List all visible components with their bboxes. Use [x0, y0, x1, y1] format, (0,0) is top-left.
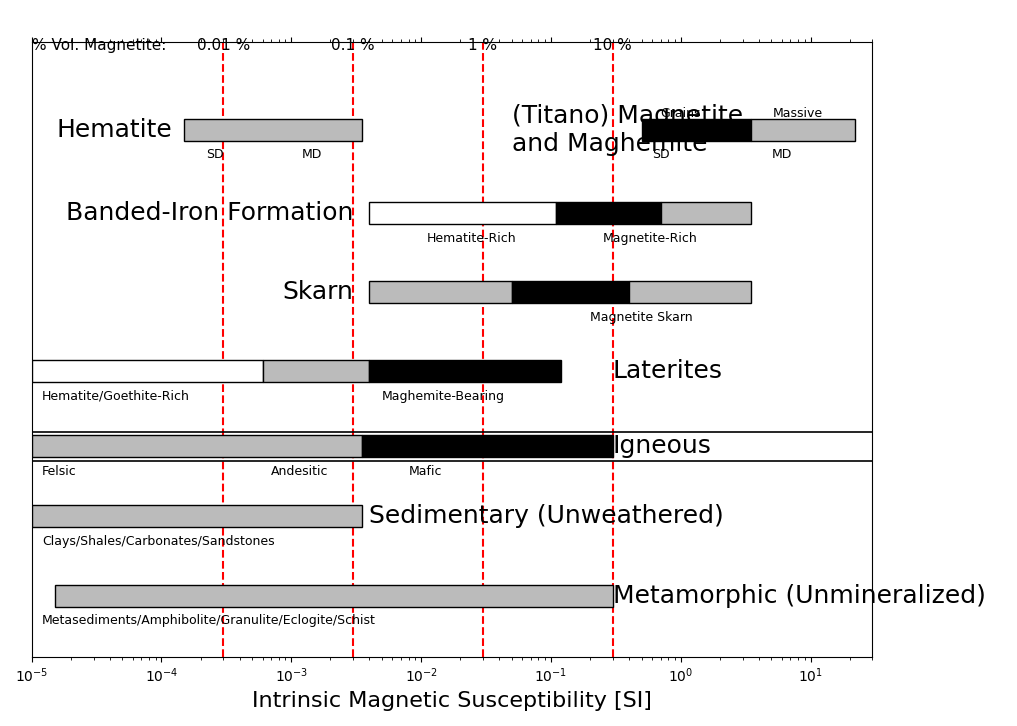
- Text: 0.1 %: 0.1 %: [332, 38, 375, 53]
- Text: 0.01 %: 0.01 %: [197, 38, 250, 53]
- Text: Felsic: Felsic: [42, 465, 76, 478]
- Text: Magnetite Skarn: Magnetite Skarn: [590, 311, 693, 324]
- Bar: [362, 435, 613, 457]
- Text: Maghemite-Bearing: Maghemite-Bearing: [382, 390, 505, 403]
- Text: Metasediments/Amphibolite/Granulite/Eclogite/Schist: Metasediments/Amphibolite/Granulite/Eclo…: [42, 614, 376, 627]
- Text: SD: SD: [652, 148, 669, 161]
- Bar: [556, 203, 661, 224]
- Text: % Vol. Magnetite:: % Vol. Magnetite:: [32, 38, 166, 53]
- Text: Andesitic: Andesitic: [272, 465, 328, 478]
- Text: Sedimentary (Unweathered): Sedimentary (Unweathered): [369, 505, 724, 529]
- Text: Hematite-Rich: Hematite-Rich: [426, 232, 516, 245]
- Bar: [752, 119, 855, 141]
- Text: Hematite/Goethite-Rich: Hematite/Goethite-Rich: [42, 390, 190, 403]
- Text: Magnetite-Rich: Magnetite-Rich: [603, 232, 698, 245]
- Text: Banded-Iron Formation: Banded-Iron Formation: [66, 201, 353, 225]
- Text: 1 %: 1 %: [469, 38, 497, 53]
- Text: MD: MD: [302, 148, 322, 161]
- Text: Grains: Grains: [660, 107, 701, 120]
- Text: MD: MD: [772, 148, 792, 161]
- Text: Hematite: Hematite: [56, 118, 172, 142]
- Bar: [512, 282, 630, 303]
- X-axis label: Intrinsic Magnetic Susceptibility [SI]: Intrinsic Magnetic Susceptibility [SI]: [252, 691, 652, 711]
- Bar: [55, 584, 613, 607]
- Text: Clays/Shales/Carbonates/Sandstones: Clays/Shales/Carbonates/Sandstones: [42, 535, 275, 548]
- Bar: [642, 119, 752, 141]
- Text: Metamorphic (Unmineralized): Metamorphic (Unmineralized): [613, 584, 985, 608]
- Text: Massive: Massive: [773, 107, 823, 120]
- Bar: [630, 282, 752, 303]
- Bar: [369, 203, 556, 224]
- Bar: [32, 435, 362, 457]
- Text: SD: SD: [206, 148, 224, 161]
- Text: Igneous: Igneous: [613, 434, 712, 458]
- Bar: [32, 360, 262, 383]
- Bar: [184, 119, 362, 141]
- Text: Skarn: Skarn: [283, 280, 353, 304]
- Text: (Titano) Magnetite
and Maghemite: (Titano) Magnetite and Maghemite: [512, 104, 743, 155]
- Text: Mafic: Mafic: [409, 465, 442, 478]
- Bar: [32, 505, 362, 528]
- Bar: [369, 360, 561, 383]
- Text: 10 %: 10 %: [594, 38, 633, 53]
- Text: Laterites: Laterites: [613, 359, 723, 383]
- Bar: [262, 360, 369, 383]
- Bar: [661, 203, 752, 224]
- Bar: [369, 282, 512, 303]
